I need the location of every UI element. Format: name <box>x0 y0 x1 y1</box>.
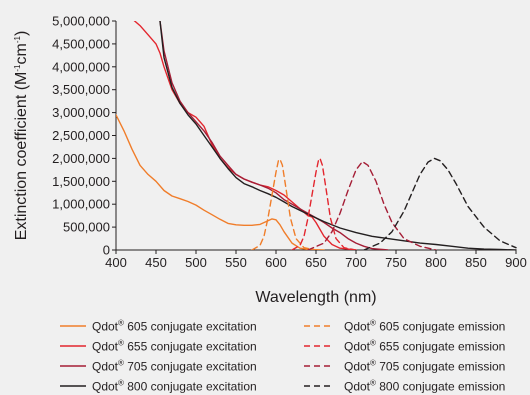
y-tick-label: 4,000,000 <box>52 59 110 74</box>
legend-label: Qdot® 705 conjugate emission <box>344 359 505 374</box>
y-tick-label: 3,500,000 <box>52 82 110 97</box>
series-line-2 <box>133 21 357 250</box>
x-tick-label: 500 <box>185 255 207 270</box>
x-tick-label: 800 <box>425 255 447 270</box>
x-tick-label: 600 <box>265 255 287 270</box>
series-line-1 <box>116 114 325 250</box>
y-tick-label: 0 <box>103 243 110 258</box>
y-tick-label: 2,500,000 <box>52 128 110 143</box>
y-tick-label: 1,500,000 <box>52 174 110 189</box>
series-line-4 <box>159 21 517 250</box>
y-tick-label: 5,000,000 <box>52 14 110 29</box>
y-axis-title-sup2: -1 <box>13 36 22 44</box>
series-line-8 <box>363 157 517 250</box>
x-tick-label: 400 <box>105 255 127 270</box>
legend-label: Qdot® 800 conjugate excitation <box>92 379 257 394</box>
x-tick-label: 450 <box>145 255 167 270</box>
x-axis-title: Wavelength (nm) <box>255 289 376 306</box>
y-tick-label: 1,000,000 <box>52 197 110 212</box>
series-line-7 <box>307 160 437 250</box>
y-tick-label: 500,000 <box>63 220 110 235</box>
legend-label: Qdot® 655 conjugate emission <box>344 339 505 354</box>
x-tick-label: 900 <box>505 255 527 270</box>
y-axis-title-mid: cm <box>13 43 30 64</box>
series-line-5 <box>251 158 317 250</box>
y-axis-title-main: Extinction coefficient (M <box>13 72 30 241</box>
series-line-3 <box>159 21 389 250</box>
x-tick-label: 750 <box>385 255 407 270</box>
chart-axes <box>115 21 516 251</box>
y-tick-label: 2,000,000 <box>52 151 110 166</box>
series-line-6 <box>291 157 357 250</box>
legend-label: Qdot® 605 conjugate emission <box>344 319 505 334</box>
y-axis-title-end: ) <box>13 31 30 36</box>
x-tick-label: 550 <box>225 255 247 270</box>
chart-legend: Qdot® 605 conjugate excitation Qdot® 655 … <box>60 319 505 394</box>
chart-ticks: 0 500,000 1,000,000 1,500,000 2,000,000 2,500… <box>52 14 527 271</box>
x-tick-label: 650 <box>305 255 327 270</box>
legend-label: Qdot® 605 conjugate excitation <box>92 319 257 334</box>
legend-label: Qdot® 705 conjugate excitation <box>92 359 257 374</box>
x-tick-label: 700 <box>345 255 367 270</box>
legend-label: Qdot® 800 conjugate emission <box>344 379 505 394</box>
chart-series-layer <box>116 21 517 250</box>
y-tick-label: 3,000,000 <box>52 105 110 120</box>
y-axis-title-sup1: -1 <box>13 64 22 72</box>
x-tick-label: 850 <box>465 255 487 270</box>
legend-label: Qdot® 655 conjugate excitation <box>92 339 257 354</box>
y-tick-label: 4,500,000 <box>52 36 110 51</box>
y-axis-title: Extinction coefficient (M-1cm-1) <box>13 31 30 241</box>
